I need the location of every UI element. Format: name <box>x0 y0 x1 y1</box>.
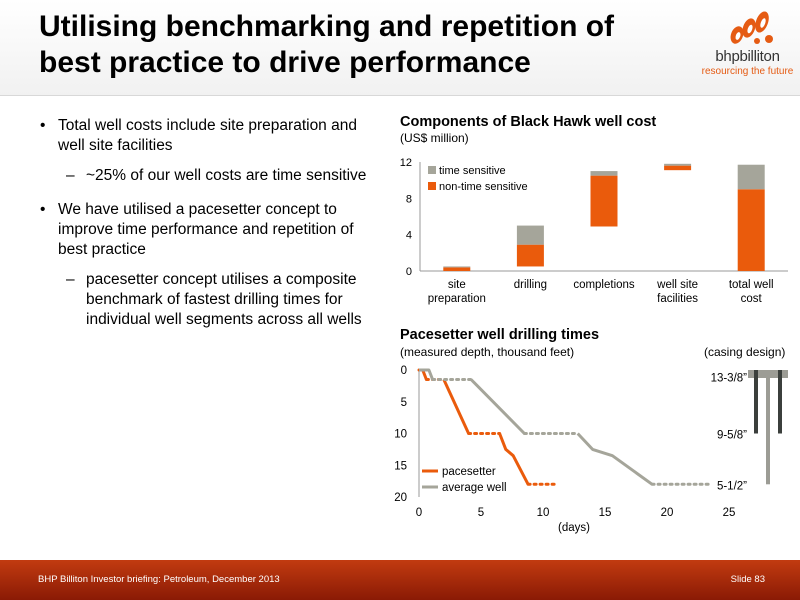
casing-design-label: (casing design) <box>704 345 786 359</box>
footer-caption: BHP Billiton Investor briefing: Petroleu… <box>38 574 280 585</box>
bar <box>737 164 765 190</box>
bullet-text: pacesetter concept utilises a composite … <box>86 271 362 328</box>
y-tick-label: 20 <box>394 492 407 504</box>
bar <box>516 225 544 245</box>
casing-string-icon <box>778 370 782 434</box>
series-line <box>498 432 530 485</box>
legend-label: pacesetter <box>442 466 496 478</box>
y-tick-label: 0 <box>406 266 412 278</box>
x-tick-label: drilling <box>514 279 547 291</box>
bar <box>737 189 765 271</box>
x-tick-label: well site <box>656 279 698 291</box>
drilling-chart-subtitle: (measured depth, thousand feet) <box>400 345 575 359</box>
legend-label: non-time sensitive <box>439 181 528 193</box>
y-tick-label: 8 <box>406 193 412 205</box>
casing-string-icon <box>754 370 758 434</box>
series-line <box>470 378 526 435</box>
x-tick-label: 15 <box>599 507 612 519</box>
y-tick-label: 12 <box>400 157 412 169</box>
x-tick-label: total well <box>729 279 774 291</box>
bullet-text: We have utilised a pacesetter concept to… <box>58 201 354 258</box>
y-tick-label: 5 <box>401 397 407 409</box>
bar <box>590 171 618 176</box>
cost-chart-subtitle: (US$ million) <box>400 131 469 145</box>
casing-size-label: 5-1/2” <box>717 480 747 492</box>
casing-size-label: 9-5/8” <box>717 430 747 442</box>
bar <box>443 266 471 268</box>
x-axis-label: (days) <box>558 522 590 534</box>
bar <box>590 175 618 227</box>
bullet-text: Total well costs include site preparatio… <box>58 117 357 154</box>
bullet-item: We have utilised a pacesetter concept to… <box>38 200 378 260</box>
series-line <box>419 368 434 381</box>
logo-tagline: resourcing the future <box>701 66 794 77</box>
x-tick-label: 0 <box>416 507 422 519</box>
x-tick-label: 20 <box>661 507 674 519</box>
sub-bullet-item: – pacesetter concept utilises a composite… <box>66 271 362 328</box>
sub-bullet-item: – ~25% of our well costs are time sensiti… <box>66 167 367 184</box>
cost-chart-title: Components of Black Hawk well cost <box>400 114 657 130</box>
bar <box>664 163 692 166</box>
x-tick-label: site <box>448 279 466 291</box>
casing-size-label: 13-3/8” <box>711 372 748 384</box>
drilling-chart-title: Pacesetter well drilling times <box>400 327 600 343</box>
y-tick-label: 0 <box>401 365 407 377</box>
x-tick-label: cost <box>741 293 763 305</box>
y-tick-label: 10 <box>394 429 407 441</box>
slide-header <box>0 0 800 95</box>
y-tick-label: 4 <box>406 230 412 242</box>
series-line <box>576 432 653 486</box>
slide-number: Slide 83 <box>730 574 765 585</box>
series-line <box>442 378 470 435</box>
legend-swatch <box>428 182 436 190</box>
y-tick-label: 15 <box>394 460 407 472</box>
x-tick-label: preparation <box>428 293 486 305</box>
legend-label: time sensitive <box>439 165 506 177</box>
logo-wordmark: bhpbilliton <box>715 48 780 65</box>
bhp-logo-icon <box>730 11 773 44</box>
slide-footer: BHP Billiton Investor briefing: Petroleu… <box>0 560 800 600</box>
bullet-item: Total well costs include site preparatio… <box>38 116 378 156</box>
x-tick-label: facilities <box>657 293 698 305</box>
x-tick-label: completions <box>573 279 635 291</box>
drilling-chart: 0 5 10 15 20 0 5 10 15 20 25 (days) pacesetter averag… <box>394 365 788 534</box>
bullet-list: Total well costs include site preparatio… <box>38 116 378 344</box>
x-tick-label: 5 <box>478 507 484 519</box>
bullet-text: ~25% of our well costs are time sensitiv… <box>86 167 367 184</box>
bar <box>664 165 692 171</box>
slide-title: Utilising benchmarking and repetition of… <box>39 10 615 79</box>
bar <box>516 244 544 267</box>
x-tick-label: 25 <box>723 507 736 519</box>
series-line <box>421 369 428 381</box>
header-divider <box>0 95 800 96</box>
legend-swatch <box>428 166 436 174</box>
bhp-logo: bhpbilliton resourcing the future <box>700 8 795 83</box>
casing-string-icon <box>766 370 770 485</box>
x-tick-label: 10 <box>537 507 550 519</box>
legend-label: average well <box>442 482 507 494</box>
cost-chart: 0 4 8 12 site preparation drilling completions w… <box>400 157 788 305</box>
bar <box>443 267 471 271</box>
